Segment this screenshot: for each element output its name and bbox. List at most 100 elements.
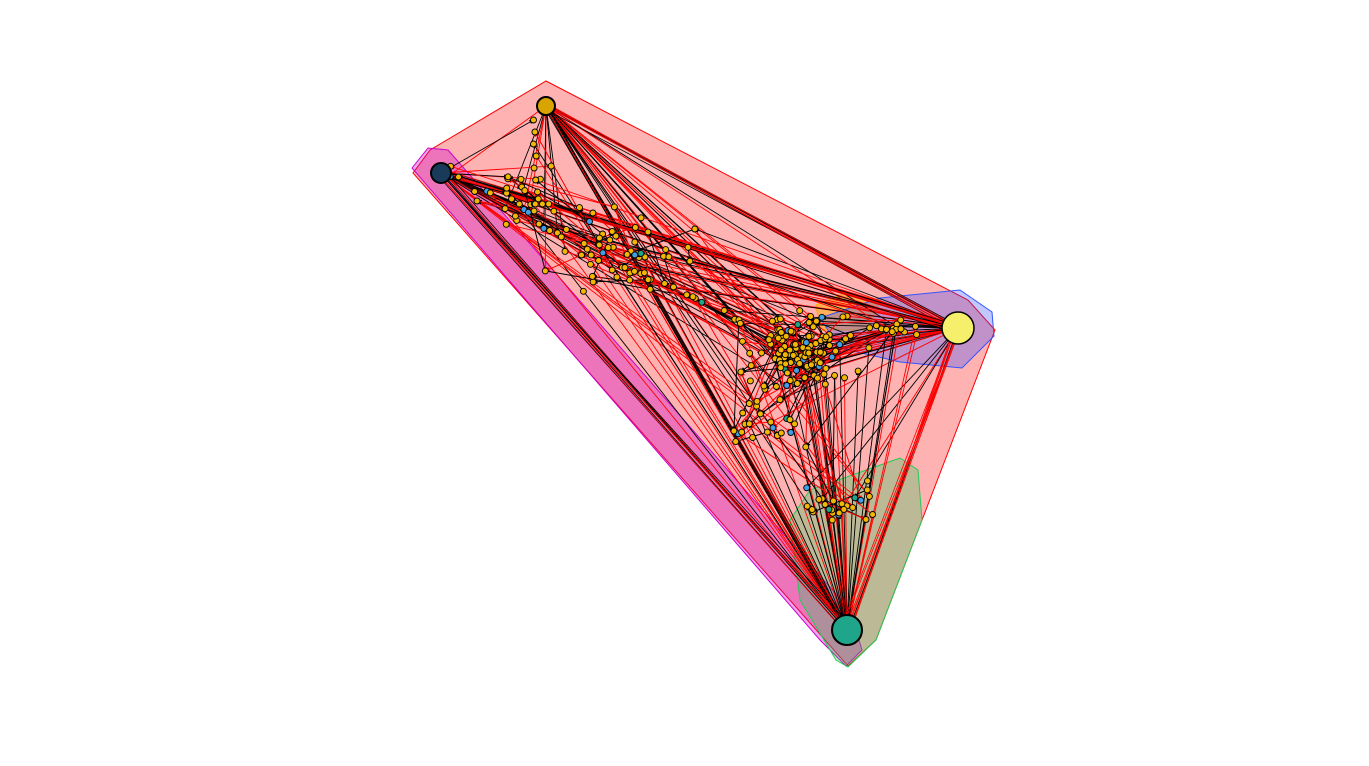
- graph-node: [787, 327, 795, 335]
- graph-edge: [836, 514, 848, 631]
- graph-node: [777, 429, 785, 437]
- graph-edge: [806, 505, 848, 631]
- graph-edge: [647, 231, 666, 284]
- graph-node: [872, 322, 880, 330]
- graph-node: [631, 267, 638, 275]
- graph-node: [865, 344, 873, 352]
- graph-node: [826, 342, 833, 349]
- graph-node: [821, 380, 829, 388]
- graph-edge: [545, 105, 740, 321]
- graph-node: [816, 348, 824, 356]
- graph-edge: [789, 327, 959, 382]
- graph-node: [586, 218, 593, 225]
- graph-node: [547, 162, 555, 170]
- graph-node: [786, 346, 794, 354]
- graph-edge: [486, 190, 600, 246]
- graph-node: [588, 272, 596, 280]
- graph-node: [803, 502, 811, 510]
- graph-node: [840, 505, 848, 513]
- graph-edge: [786, 385, 870, 497]
- graph-node: [626, 276, 634, 284]
- graph-edge: [544, 104, 959, 333]
- graph-node: [772, 383, 780, 390]
- graph-node: [517, 175, 525, 183]
- graph-node: [829, 497, 837, 505]
- graph-node: [782, 360, 790, 368]
- graph-edge: [439, 175, 848, 635]
- graph-node: [753, 397, 761, 405]
- graph-node: [515, 200, 523, 208]
- graph-edge: [441, 174, 845, 632]
- graph-node: [803, 484, 811, 492]
- graph-node: [665, 253, 673, 261]
- graph-node: [595, 241, 603, 249]
- graph-node: [599, 249, 607, 257]
- graph-edge: [748, 423, 854, 508]
- graph-edge: [756, 323, 898, 402]
- graph-node: [796, 360, 804, 368]
- graph-node: [791, 340, 799, 348]
- graph-node: [822, 364, 830, 372]
- bottom-hub-node: [831, 614, 863, 646]
- graph-edge: [533, 143, 848, 631]
- graph-edge: [440, 172, 758, 402]
- graph-node: [504, 173, 512, 181]
- graph-node: [802, 443, 810, 451]
- graph-edge: [692, 296, 758, 407]
- graph-node: [606, 236, 614, 244]
- graph-node: [608, 228, 616, 235]
- graph-node: [828, 516, 836, 524]
- graph-edge: [786, 324, 800, 419]
- graph-node: [530, 140, 537, 148]
- graph-node: [610, 203, 618, 211]
- graph-node: [747, 362, 755, 370]
- graph-edge: [769, 335, 848, 631]
- graph-edge: [735, 375, 815, 442]
- graph-node: [816, 359, 824, 367]
- graph-node: [805, 319, 813, 326]
- graph-node: [473, 197, 481, 205]
- graph-node: [503, 184, 511, 192]
- graph-node: [746, 377, 754, 385]
- graph-node: [637, 214, 645, 222]
- graph-node: [612, 232, 620, 240]
- graph-edge: [541, 105, 547, 229]
- graph-node: [670, 283, 677, 291]
- graph-node: [532, 152, 540, 160]
- graph-node: [777, 329, 785, 336]
- graph-node: [746, 349, 754, 357]
- graph-node: [583, 245, 591, 253]
- graph-node: [854, 367, 862, 375]
- graph-node: [546, 227, 554, 235]
- graph-edge: [439, 171, 851, 627]
- graph-node: [530, 116, 537, 124]
- graph-node: [839, 313, 847, 321]
- graph-edge: [733, 430, 848, 507]
- graph-node: [686, 257, 694, 265]
- graph-node: [836, 341, 844, 349]
- graph-node: [815, 495, 823, 503]
- graph-edge: [647, 279, 781, 351]
- graph-node: [691, 225, 699, 233]
- graph-node: [791, 420, 799, 428]
- graph-node: [455, 173, 462, 181]
- graph-edge: [748, 352, 848, 631]
- graph-edge: [546, 105, 847, 630]
- graph-node: [765, 336, 773, 344]
- graph-node: [604, 244, 612, 252]
- graph-edge: [440, 172, 551, 231]
- graph-node: [807, 312, 815, 320]
- graph-node: [595, 257, 603, 264]
- graph-edge: [846, 328, 898, 631]
- graph-node: [805, 349, 813, 357]
- graph-node: [789, 351, 797, 359]
- graph-node: [587, 251, 595, 259]
- graph-node: [822, 333, 830, 341]
- graph-node: [684, 243, 692, 251]
- graph-edge: [579, 207, 600, 245]
- graph-node: [737, 368, 745, 376]
- graph-node: [787, 429, 795, 436]
- graph-node: [644, 228, 652, 236]
- graph-node: [545, 200, 553, 208]
- graph-edge: [545, 105, 870, 497]
